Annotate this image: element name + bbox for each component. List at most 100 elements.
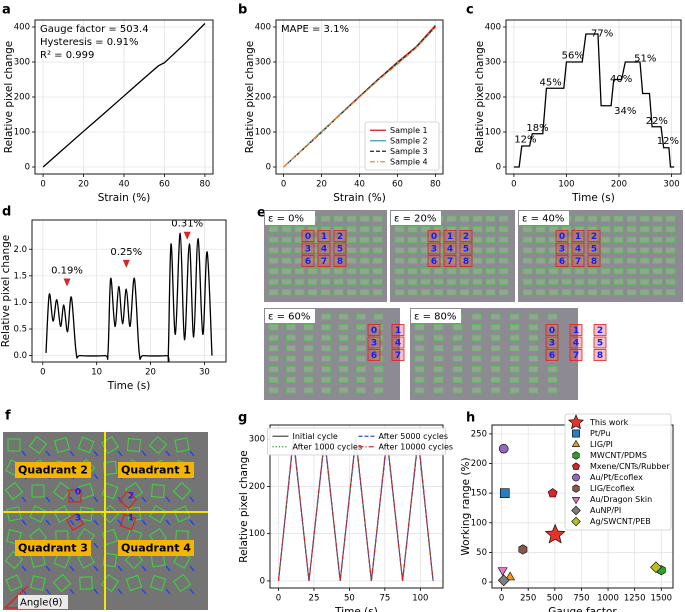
pixel-cell [407, 236, 418, 243]
orientation-dash [93, 473, 99, 480]
orientation-dash [21, 588, 27, 595]
pixel-cell [372, 226, 383, 233]
pixel-cell [359, 215, 370, 222]
angle-label: Angle(θ) [20, 598, 62, 609]
pixel-cell [174, 437, 190, 453]
pixel-cell [452, 355, 463, 362]
pixel-cell [373, 376, 384, 383]
legend-box [267, 427, 446, 456]
pixel-cell [148, 435, 168, 455]
orientation-dash [141, 496, 147, 503]
pixel-cell [151, 484, 165, 498]
pixel-cell [359, 226, 370, 233]
quadrant-bg [118, 540, 194, 556]
cell-label: 4 [321, 245, 327, 255]
quadrant-bg [118, 462, 194, 478]
pixel-cell [498, 257, 509, 264]
pixel-cell [420, 236, 431, 243]
pixel-cell [485, 236, 496, 243]
pixel-cell [587, 289, 598, 296]
pixel-cell [528, 387, 539, 394]
pixel-cell [587, 278, 598, 285]
pixel-cell [528, 334, 539, 341]
x-tick-label: 0 [499, 594, 504, 604]
x-tick-label: 500 [547, 594, 563, 604]
pixel-cell [356, 313, 366, 320]
pixel-cell [356, 334, 366, 341]
data-point [505, 571, 516, 581]
pixel-cell [303, 376, 314, 383]
y-tick-label: 100 [14, 128, 30, 138]
x-axis-label: Time (s) [571, 192, 615, 204]
pixel-cell [420, 289, 431, 296]
pixel-cell [286, 345, 296, 352]
pixel-cell [613, 278, 624, 285]
pixel-cell [420, 257, 431, 264]
pixel-cell [652, 247, 663, 254]
pixel-cell [303, 345, 314, 352]
pixel-cell [346, 289, 357, 296]
pixel-cell [407, 247, 418, 254]
angle-bg [18, 595, 68, 609]
pixel-cell [268, 236, 279, 243]
pixel-cell [548, 289, 559, 296]
orientation-dash [141, 588, 147, 595]
legend-marker [571, 516, 581, 527]
cell-box [569, 336, 583, 349]
legend-label: Initial cycle [293, 432, 338, 441]
pixel-cell [394, 268, 405, 275]
pixel-cell [372, 215, 383, 222]
pixel-cell [303, 355, 314, 362]
cell-box [545, 349, 559, 361]
orientation-dash [69, 496, 75, 503]
pixel-cell [574, 289, 585, 296]
orientation-dash [69, 450, 75, 457]
pixel-cell [626, 236, 637, 243]
y-tick-label: 0 [496, 163, 501, 173]
pixel-cell [286, 355, 296, 362]
pixel-cell [459, 215, 470, 222]
cell-label: 5 [463, 245, 469, 255]
pixel-cell [294, 247, 305, 254]
cell-label: 6 [371, 351, 377, 361]
axes-frame [31, 219, 227, 363]
panel-label: f [5, 409, 11, 424]
y-axis-label: Relative pixel change [0, 235, 12, 348]
pixel-cell [294, 226, 305, 233]
data-point [498, 443, 509, 454]
image-frame [518, 210, 683, 302]
y-tick-label: 300 [485, 58, 501, 68]
pixel-cell [420, 247, 431, 254]
orientation-dash [93, 588, 99, 595]
pixel-cell [509, 313, 520, 320]
orientation-dash [189, 450, 195, 457]
orientation-dash [45, 496, 51, 503]
data-point [497, 567, 508, 576]
pixel-cell [338, 345, 349, 352]
annotation-arrow [122, 259, 130, 268]
cell-box [593, 336, 607, 349]
pixel-cell [321, 355, 331, 362]
cell-label: 5 [591, 245, 597, 255]
pixel-cell [574, 215, 585, 222]
pixel-cell [613, 226, 624, 233]
pixel-cell [414, 366, 425, 373]
cell-label: 7 [321, 257, 327, 267]
annotation: 0.25% [110, 247, 142, 258]
pixel-cell [548, 257, 559, 264]
x-axis-label: Time (s) [334, 606, 378, 612]
pixel-cell [394, 247, 405, 254]
pixel-cell [268, 355, 279, 362]
data-point [547, 488, 558, 498]
pixel-cell [433, 268, 444, 275]
pixel-cell [522, 268, 533, 275]
cell-label: 8 [597, 351, 603, 361]
pixel-cell [472, 289, 483, 296]
pixel-cell [356, 355, 366, 362]
pixel-cell [509, 334, 520, 341]
pixel-cell [281, 247, 292, 254]
pixel-cell [433, 226, 444, 233]
pixel-cell [294, 289, 305, 296]
image-frame [264, 308, 400, 400]
pixel-cell [652, 215, 663, 222]
